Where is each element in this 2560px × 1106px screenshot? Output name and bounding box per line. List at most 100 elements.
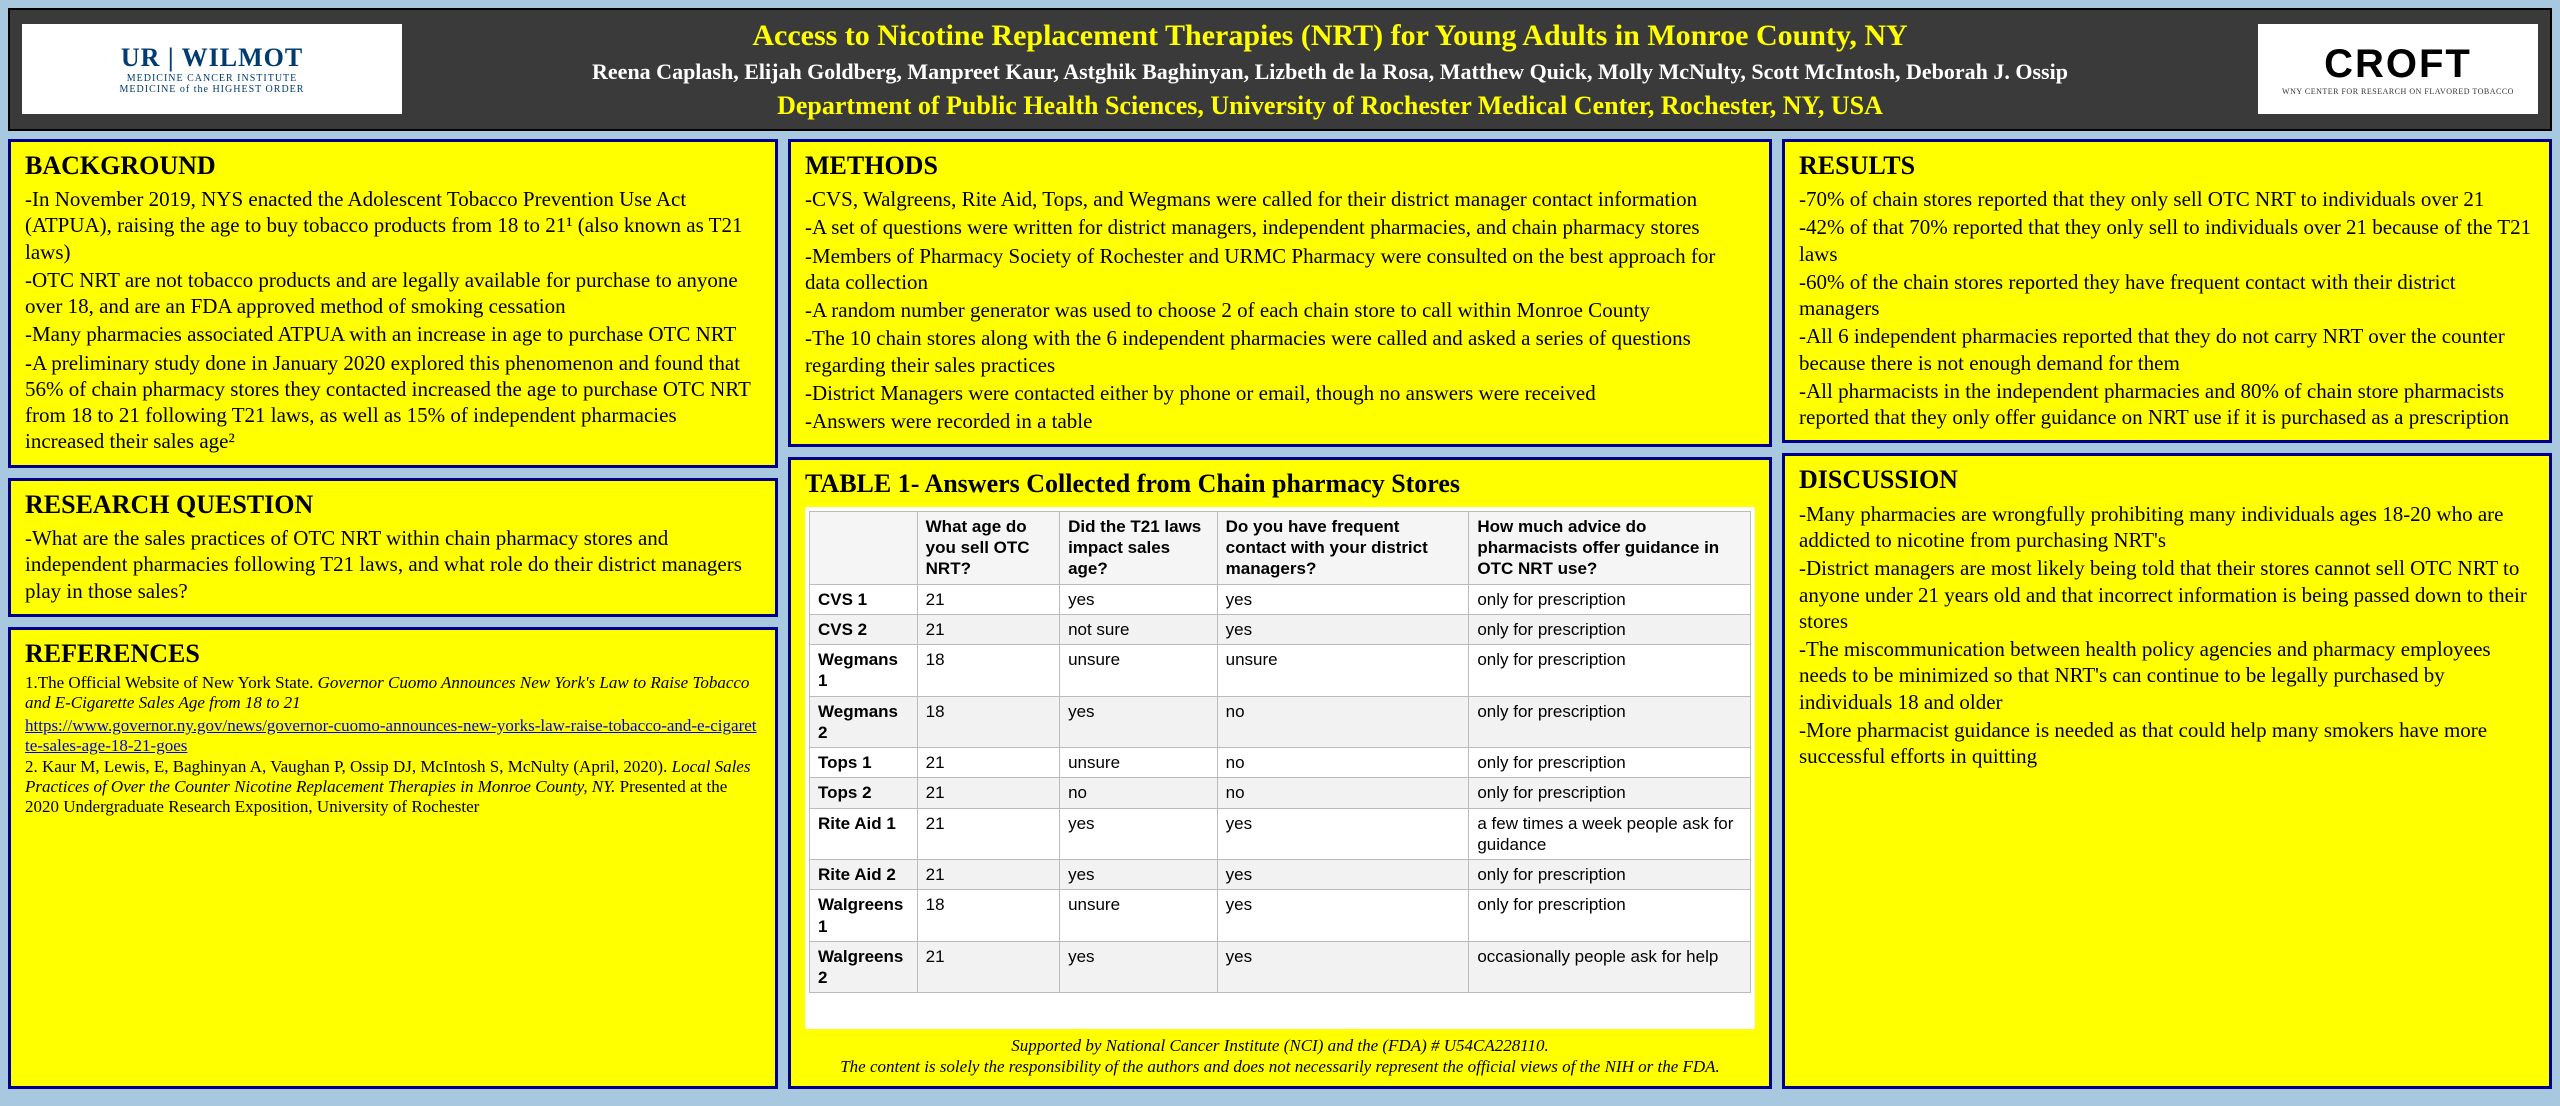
ref1-pre: 1.The Official Website of New York State… (25, 673, 318, 692)
footer-line2: The content is solely the responsibility… (805, 1056, 1755, 1077)
th: What age do you sell OTC NRT? (917, 511, 1059, 584)
poster-authors: Reena Caplash, Elijah Goldberg, Manpreet… (422, 58, 2238, 87)
td: only for prescription (1469, 860, 1751, 890)
td: a few times a week people ask for guidan… (1469, 808, 1751, 860)
td: 21 (917, 748, 1059, 778)
td: yes (1217, 584, 1469, 614)
methods-item: -The 10 chain stores along with the 6 in… (805, 325, 1755, 378)
td: Rite Aid 2 (810, 860, 918, 890)
results-item: -All 6 independent pharmacies reported t… (1799, 323, 2535, 376)
rq-heading: RESEARCH QUESTION (25, 489, 761, 522)
td: only for prescription (1469, 584, 1751, 614)
logo-right-sub: WNY CENTER FOR RESEARCH ON FLAVORED TOBA… (2282, 87, 2514, 96)
logo-left-main: UR | WILMOT (121, 43, 303, 73)
td: Wegmans 2 (810, 696, 918, 748)
td: yes (1060, 584, 1218, 614)
table-row: Wegmans 118unsureunsureonly for prescrip… (810, 645, 1751, 697)
discussion-item: -District managers are most likely being… (1799, 555, 2535, 634)
ref2-pre: 2. Kaur M, Lewis, E, Baghinyan A, Vaugha… (25, 757, 672, 776)
td: yes (1060, 860, 1218, 890)
td: only for prescription (1469, 614, 1751, 644)
logo-right: CROFT WNY CENTER FOR RESEARCH ON FLAVORE… (2258, 24, 2538, 114)
col-left: BACKGROUND -In November 2019, NYS enacte… (8, 139, 778, 1089)
td: unsure (1060, 645, 1218, 697)
td: 21 (917, 808, 1059, 860)
methods-item: -District Managers were contacted either… (805, 380, 1755, 406)
rq-text: -What are the sales practices of OTC NRT… (25, 525, 761, 604)
logo-right-main: CROFT (2324, 42, 2472, 87)
td: yes (1060, 808, 1218, 860)
ref1: 1.The Official Website of New York State… (25, 673, 761, 714)
td: yes (1217, 890, 1469, 942)
td: no (1217, 696, 1469, 748)
table-row: Rite Aid 121yesyesa few times a week peo… (810, 808, 1751, 860)
results-item: -60% of the chain stores reported they h… (1799, 269, 2535, 322)
td: yes (1217, 808, 1469, 860)
methods-item: -CVS, Walgreens, Rite Aid, Tops, and Weg… (805, 186, 1755, 212)
td: yes (1217, 860, 1469, 890)
background-item: -In November 2019, NYS enacted the Adole… (25, 186, 761, 265)
td: Tops 1 (810, 748, 918, 778)
data-table: What age do you sell OTC NRT? Did the T2… (809, 511, 1751, 994)
td: 18 (917, 890, 1059, 942)
td: no (1060, 778, 1218, 808)
methods-item: -A random number generator was used to c… (805, 297, 1755, 323)
panel-references: REFERENCES 1.The Official Website of New… (8, 627, 778, 1089)
td: 18 (917, 696, 1059, 748)
td: 21 (917, 584, 1059, 614)
panel-discussion: DISCUSSION -Many pharmacies are wrongful… (1782, 453, 2552, 1088)
footer: Supported by National Cancer Institute (… (805, 1035, 1755, 1078)
td: Rite Aid 1 (810, 808, 918, 860)
panel-results: RESULTS -70% of chain stores reported th… (1782, 139, 2552, 444)
discussion-item: -The miscommunication between health pol… (1799, 636, 2535, 715)
header-center: Access to Nicotine Replacement Therapies… (402, 18, 2258, 121)
td: 21 (917, 614, 1059, 644)
table-row: Rite Aid 221yesyesonly for prescription (810, 860, 1751, 890)
methods-item: -Answers were recorded in a table (805, 408, 1755, 434)
panel-methods: METHODS -CVS, Walgreens, Rite Aid, Tops,… (788, 139, 1772, 448)
td: Walgreens 2 (810, 941, 918, 993)
references-heading: REFERENCES (25, 638, 761, 669)
discussion-item: -More pharmacist guidance is needed as t… (1799, 717, 2535, 770)
background-item: -A preliminary study done in January 202… (25, 350, 761, 455)
results-item: -42% of that 70% reported that they only… (1799, 214, 2535, 267)
td: CVS 1 (810, 584, 918, 614)
th: Do you have frequent contact with your d… (1217, 511, 1469, 584)
results-heading: RESULTS (1799, 150, 2535, 183)
th: How much advice do pharmacists offer gui… (1469, 511, 1751, 584)
table-row: Walgreens 118unsureyesonly for prescript… (810, 890, 1751, 942)
table-title: TABLE 1- Answers Collected from Chain ph… (805, 468, 1755, 501)
discussion-heading: DISCUSSION (1799, 464, 2535, 497)
td: yes (1217, 941, 1469, 993)
col-right: RESULTS -70% of chain stores reported th… (1782, 139, 2552, 1089)
header-bar: UR | WILMOT MEDICINE CANCER INSTITUTE ME… (8, 8, 2552, 131)
td: CVS 2 (810, 614, 918, 644)
background-item: -OTC NRT are not tobacco products and ar… (25, 267, 761, 320)
ref1-link[interactable]: https://www.governor.ny.gov/news/governo… (25, 716, 757, 755)
logo-left: UR | WILMOT MEDICINE CANCER INSTITUTE ME… (22, 24, 402, 114)
td: 18 (917, 645, 1059, 697)
body-grid: BACKGROUND -In November 2019, NYS enacte… (8, 139, 2552, 1089)
methods-item: -A set of questions were written for dis… (805, 214, 1755, 240)
discussion-item: -Many pharmacies are wrongfully prohibit… (1799, 501, 2535, 554)
col-middle: METHODS -CVS, Walgreens, Rite Aid, Tops,… (788, 139, 1772, 1089)
td: only for prescription (1469, 890, 1751, 942)
footer-line1: Supported by National Cancer Institute (… (805, 1035, 1755, 1056)
td: yes (1060, 941, 1218, 993)
background-heading: BACKGROUND (25, 150, 761, 183)
methods-heading: METHODS (805, 150, 1755, 183)
results-item: -All pharmacists in the independent phar… (1799, 378, 2535, 431)
td: unsure (1060, 748, 1218, 778)
td: 21 (917, 778, 1059, 808)
panel-background: BACKGROUND -In November 2019, NYS enacte… (8, 139, 778, 468)
td: yes (1060, 696, 1218, 748)
poster-root: UR | WILMOT MEDICINE CANCER INSTITUTE ME… (0, 0, 2560, 1106)
results-item: -70% of chain stores reported that they … (1799, 186, 2535, 212)
methods-item: -Members of Pharmacy Society of Rocheste… (805, 243, 1755, 296)
table-row: Wegmans 218yesnoonly for prescription (810, 696, 1751, 748)
td: no (1217, 748, 1469, 778)
td: Tops 2 (810, 778, 918, 808)
td: yes (1217, 614, 1469, 644)
logo-left-sub2: MEDICINE of the HIGHEST ORDER (120, 84, 305, 95)
td: only for prescription (1469, 696, 1751, 748)
